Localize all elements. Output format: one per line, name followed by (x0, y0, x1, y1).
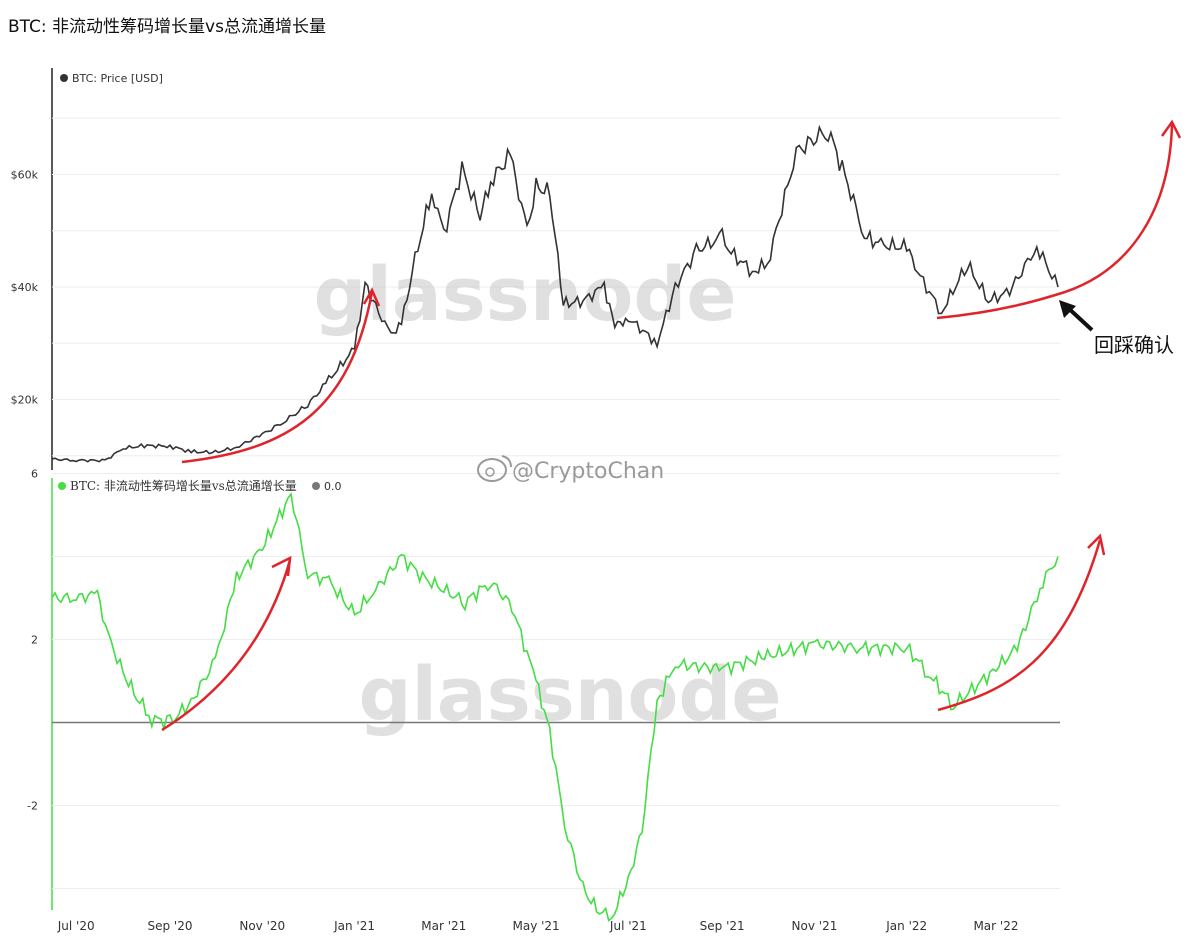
x-tick-label: Mar '22 (973, 919, 1018, 933)
indicator-series-line (51, 492, 1059, 922)
price-y-ticks: $20k $40k $60k (11, 169, 39, 407)
price-legend-dot[interactable] (60, 74, 68, 82)
watermark-top: glassnode (313, 252, 736, 338)
trend-arrow-2020 (181, 291, 374, 464)
trend-arrow-2022 (936, 123, 1174, 320)
weibo-logo-icon (477, 455, 512, 482)
green-trend-arrow-2020 (161, 559, 292, 732)
x-tick-label: Mar '21 (421, 919, 466, 933)
chart-title: BTC: 非流动性筹码增长量vs总流通增长量 (8, 17, 326, 37)
price-y-tick-label: $40k (11, 281, 39, 294)
x-tick-label: Sep '21 (700, 919, 745, 933)
x-tick-label: Jul '21 (609, 919, 647, 933)
indicator-legend-label[interactable]: BTC: 非流动性筹码增长量vs总流通增长量 (70, 479, 297, 493)
price-y-tick-label: $60k (11, 169, 39, 182)
x-tick-label: Nov '21 (792, 919, 838, 933)
price-legend-label[interactable]: BTC: Price [USD] (72, 72, 163, 85)
zero-legend-label[interactable]: 0.0 (324, 480, 342, 493)
price-y-tick-label: $20k (11, 394, 39, 407)
x-tick-label: Jan '21 (333, 919, 375, 933)
x-tick-label: Jul '20 (57, 919, 95, 933)
price-series-line (51, 124, 1059, 463)
trend-arrowhead-2022 (1160, 119, 1182, 139)
indicator-y-ticks: -6-226 (27, 468, 38, 813)
x-tick-label: Jan '22 (885, 919, 927, 933)
green-trend-arrow-2022 (937, 539, 1102, 712)
trend-arrows (161, 119, 1182, 732)
indicator-legend-dot[interactable] (58, 482, 66, 490)
trend-arrowhead-2020 (362, 287, 381, 307)
indicator-y-tick-label: 6 (31, 468, 38, 481)
zero-legend-dot[interactable] (312, 482, 320, 490)
green-arrowhead-2022 (1087, 533, 1106, 556)
retest-annotation: 回踩确认 (1094, 333, 1174, 357)
x-axis-ticks: Jul '20 Sep '20 Nov '20 Jan '21 Mar '21 May '… (57, 919, 1019, 933)
watermark-bottom: glassnode (358, 652, 781, 738)
x-tick-label: May '21 (512, 919, 559, 933)
green-arrowhead-2020 (271, 555, 292, 577)
confirm-arrow-icon (1059, 300, 1094, 332)
price-gridlines (52, 117, 1060, 457)
author-handle: @CryptoChan (512, 459, 664, 484)
x-tick-label: Sep '20 (147, 919, 192, 933)
x-tick-label: Nov '20 (239, 919, 285, 933)
indicator-y-tick-label: 2 (31, 634, 38, 647)
indicator-y-tick-label: -2 (27, 800, 38, 813)
